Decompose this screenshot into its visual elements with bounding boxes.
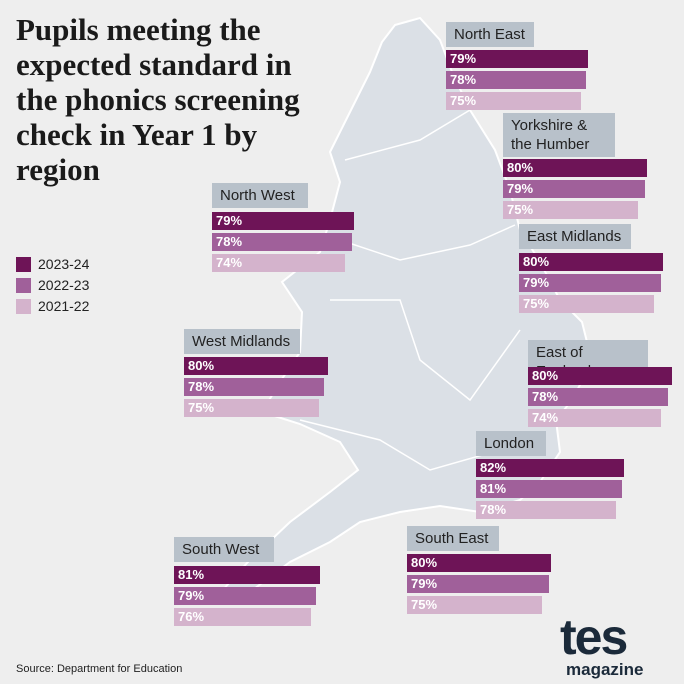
bar: 78%: [528, 388, 669, 406]
bar: 81%: [174, 566, 320, 584]
value-label: 79%: [523, 275, 550, 290]
bar: 78%: [476, 501, 617, 519]
bar: 79%: [407, 575, 550, 593]
bar: 79%: [519, 274, 662, 292]
bar: 81%: [476, 480, 622, 498]
bar: 80%: [519, 253, 663, 271]
value-label: 75%: [507, 202, 534, 217]
value-label: 80%: [507, 160, 534, 175]
bar: 75%: [519, 295, 654, 313]
chart-title: Pupils meeting the expected standard in …: [16, 12, 300, 187]
bar: 75%: [184, 399, 319, 417]
value-label: 79%: [178, 588, 205, 603]
region-label: North West: [212, 183, 308, 208]
bar: 82%: [476, 459, 624, 477]
value-label: 80%: [411, 555, 438, 570]
value-label: 74%: [532, 410, 559, 425]
bar: 74%: [528, 409, 662, 427]
value-label: 79%: [450, 51, 477, 66]
region-border: [344, 109, 471, 161]
value-label: 78%: [480, 502, 507, 517]
bar: 78%: [212, 233, 353, 251]
bar: 79%: [446, 50, 589, 68]
value-label: 75%: [411, 597, 438, 612]
value-label: 78%: [216, 234, 243, 249]
region-border: [330, 299, 521, 402]
value-label: 74%: [216, 255, 243, 270]
value-label: 81%: [480, 481, 507, 496]
value-label: 78%: [188, 379, 215, 394]
bar: 74%: [212, 254, 346, 272]
value-label: 82%: [480, 460, 507, 475]
logo: tes: [560, 609, 628, 665]
region-border: [299, 419, 501, 471]
value-label: 76%: [178, 609, 205, 624]
value-label: 80%: [188, 358, 215, 373]
legend-label: 2023-24: [38, 256, 90, 272]
bar: 80%: [407, 554, 551, 572]
value-label: 79%: [411, 576, 438, 591]
value-label: 81%: [178, 567, 205, 582]
value-label: 75%: [450, 93, 477, 108]
bar: 75%: [503, 201, 638, 219]
region-label: London: [476, 431, 546, 456]
bar: 76%: [174, 608, 311, 626]
region-label: North East: [446, 22, 534, 47]
legend-swatch: [16, 299, 31, 314]
value-label: 75%: [523, 296, 550, 311]
legend-label: 2022-23: [38, 277, 90, 293]
value-label: 78%: [532, 389, 559, 404]
bar: 75%: [407, 596, 542, 614]
bar: 78%: [446, 71, 587, 89]
bar: 79%: [212, 212, 355, 230]
legend-label: 2021-22: [38, 298, 90, 314]
value-label: 80%: [523, 254, 550, 269]
bar: 80%: [528, 367, 672, 385]
source: Source: Department for Education: [16, 663, 183, 675]
region-label: South East: [407, 526, 499, 551]
value-label: 79%: [216, 213, 243, 228]
bar: 79%: [174, 587, 317, 605]
region-label: Yorkshire & the Humber: [503, 113, 615, 157]
region-border: [339, 224, 516, 261]
region-label: South West: [174, 537, 274, 562]
bar: 79%: [503, 180, 646, 198]
value-label: 75%: [188, 400, 215, 415]
region-label: East Midlands: [519, 224, 631, 249]
region-label: West Midlands: [184, 329, 300, 354]
value-label: 78%: [450, 72, 477, 87]
bar: 78%: [184, 378, 325, 396]
value-label: 79%: [507, 181, 534, 196]
legend-swatch: [16, 278, 31, 293]
value-label: 80%: [532, 368, 559, 383]
bar: 80%: [503, 159, 647, 177]
bar: 80%: [184, 357, 328, 375]
legend-swatch: [16, 257, 31, 272]
logo-sub: magazine: [566, 660, 644, 679]
bar: 75%: [446, 92, 581, 110]
